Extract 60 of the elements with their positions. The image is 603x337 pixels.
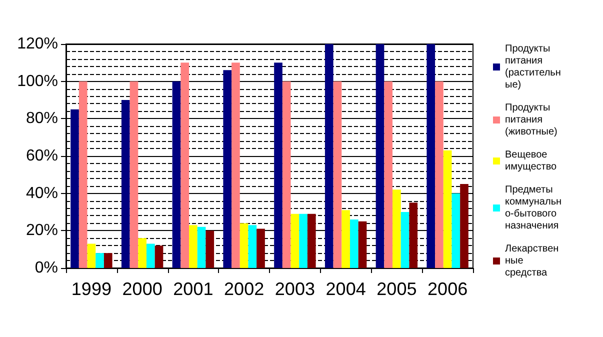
- x-tick-label: 2002: [224, 279, 264, 299]
- x-tick-label: 2005: [376, 279, 417, 299]
- bar: [256, 228, 265, 268]
- bar: [342, 210, 350, 268]
- bar: [443, 150, 452, 268]
- bar: [358, 221, 367, 268]
- bar: [206, 230, 214, 268]
- bar: [232, 62, 240, 268]
- bar: [426, 44, 436, 268]
- bar: [324, 44, 334, 268]
- bar: [78, 81, 88, 268]
- bar: [96, 253, 104, 268]
- bar: [223, 70, 232, 268]
- bar: [87, 244, 96, 268]
- bar: [452, 193, 460, 268]
- bar: [70, 109, 79, 268]
- bar: [333, 81, 342, 268]
- bar: [376, 44, 384, 268]
- bar: [274, 62, 282, 268]
- y-tick-label: 40%: [26, 184, 58, 202]
- x-tick-label: 2004: [326, 279, 366, 299]
- bar: [104, 253, 112, 268]
- x-tick-label: 2003: [274, 279, 315, 299]
- bar: [460, 184, 468, 268]
- bar: [400, 212, 410, 268]
- bar: [384, 81, 393, 268]
- y-tick-label: 20%: [26, 222, 58, 240]
- bar: [146, 244, 155, 268]
- bar: [307, 214, 316, 268]
- y-tick-label: 60%: [26, 148, 58, 164]
- bar: [409, 202, 418, 268]
- bar: [392, 190, 401, 268]
- y-tick-label: 100%: [17, 72, 58, 90]
- bar: [154, 246, 164, 268]
- bar: [197, 226, 206, 268]
- bar: [180, 62, 190, 268]
- bar: [248, 225, 257, 268]
- legend-label: Продукты питания (животные): [505, 102, 558, 138]
- legend-label: Предметы коммунально-бытового назначения: [505, 184, 562, 232]
- legend-label: Лекарственные средства: [505, 244, 559, 278]
- x-tick-label: 2000: [122, 279, 162, 299]
- y-tick-label: 80%: [26, 110, 58, 128]
- bar: [172, 81, 181, 268]
- bar: [350, 219, 358, 268]
- bar: [290, 214, 300, 268]
- bar: [121, 100, 130, 268]
- legend-label: Продукты питания (растительные): [505, 44, 561, 90]
- bar: [240, 223, 248, 268]
- bar: [138, 238, 146, 268]
- bar: [282, 81, 291, 268]
- legend-label: Вещевое имущество: [505, 150, 558, 172]
- x-tick-label: 2006: [428, 279, 468, 299]
- x-tick-label: 1999: [71, 279, 112, 299]
- x-tick-label: 2001: [173, 279, 214, 299]
- bar: [299, 214, 308, 268]
- y-tick-label: 0%: [34, 260, 58, 276]
- bar: [435, 81, 444, 268]
- y-tick-label: 120%: [17, 36, 58, 52]
- bar: [130, 81, 138, 268]
- bar: [189, 225, 198, 268]
